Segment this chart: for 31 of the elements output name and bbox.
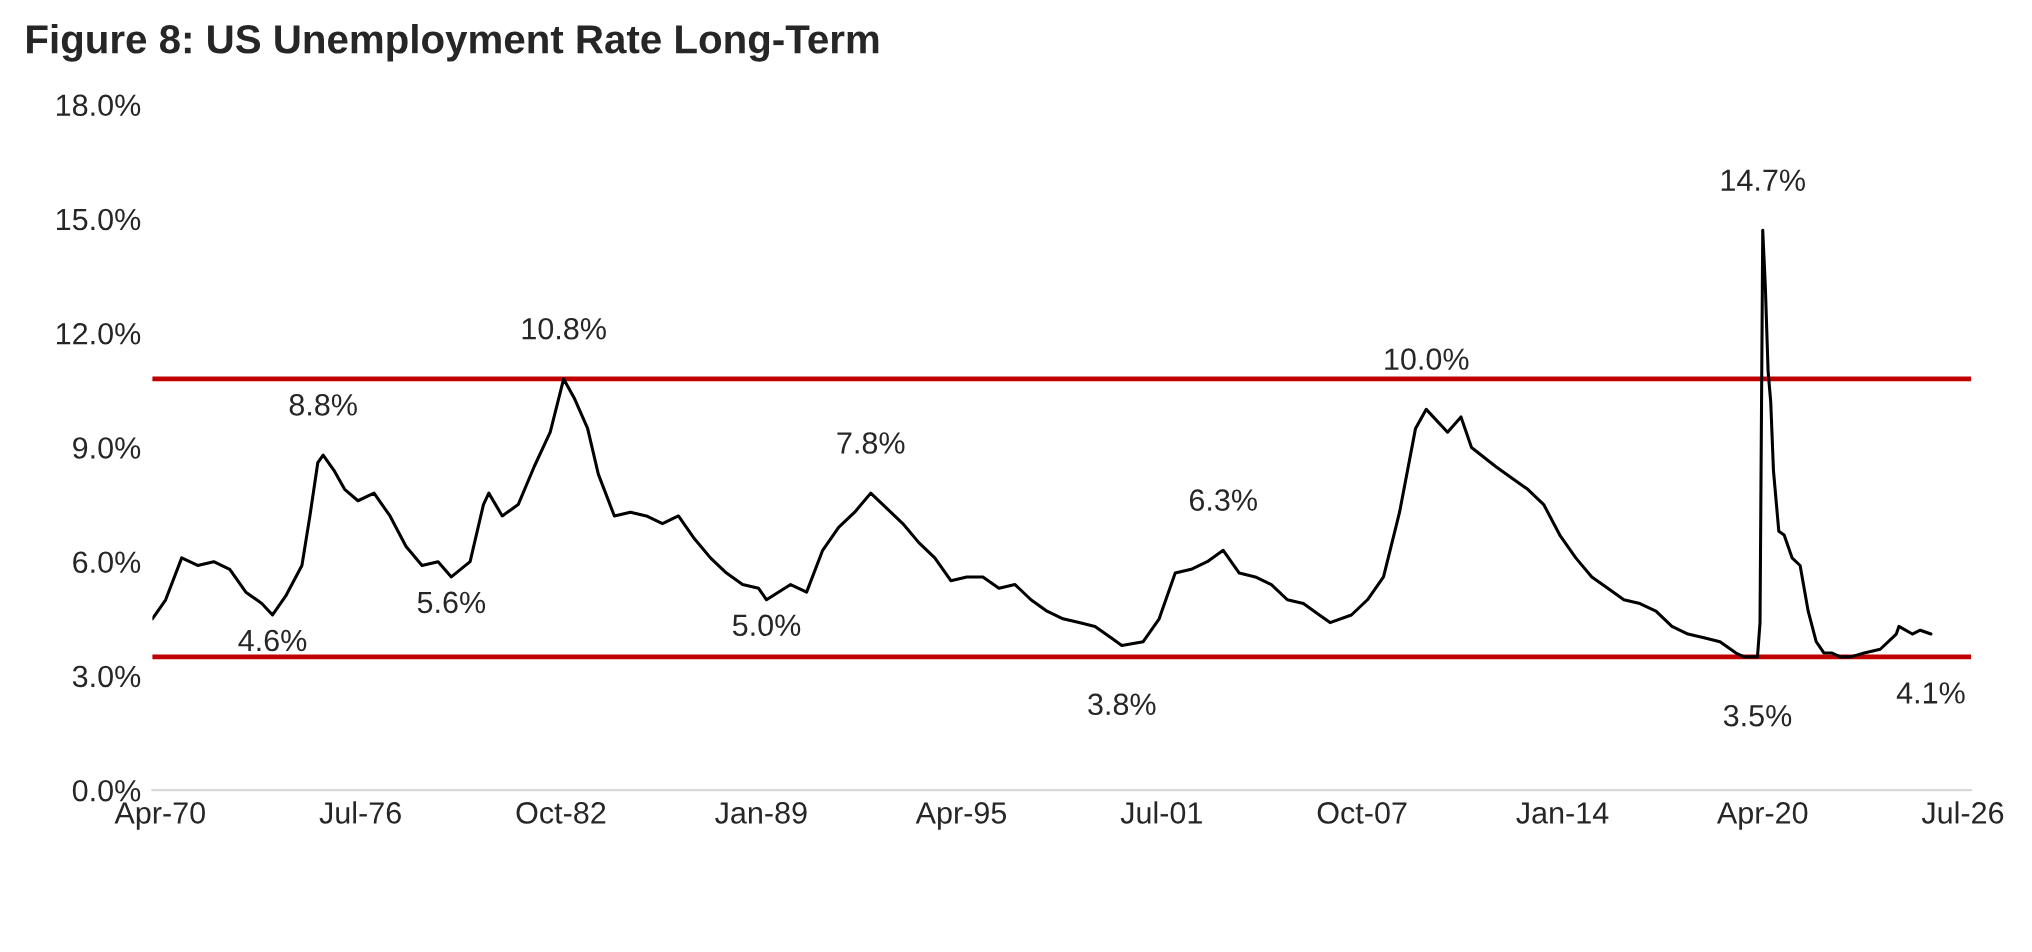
x-tick-label: Jul-76 [319, 801, 401, 824]
x-tick-label: Jul-01 [1120, 801, 1202, 824]
x-tick-label: Jul-26 [1921, 801, 2004, 824]
annotation: 3.8% [1088, 693, 1156, 716]
annotation: 10.0% [1385, 348, 1469, 370]
annotation: 14.7% [1721, 169, 1805, 191]
x-tick-label: Jan-14 [1516, 802, 1609, 824]
y-tick-label: 6.0% [73, 551, 141, 574]
y-tick-label: 3.0% [72, 665, 141, 688]
x-tick-label: Apr-20 [1716, 802, 1808, 830]
annotation: 8.8% [289, 394, 357, 416]
annotation: 10.8% [522, 317, 606, 340]
annotation: 6.3% [1189, 489, 1257, 511]
y-tick-label: 12.0% [56, 322, 141, 345]
x-tick-label: Oct-07 [1317, 802, 1407, 824]
x-tick-label: Apr-70 [114, 802, 205, 830]
y-tick-label: 0.0% [72, 779, 141, 802]
annotation: 5.0% [732, 614, 801, 637]
chart-title: Figure 8: US Unemployment Rate Long-Term [27, 23, 879, 62]
annotation: 7.8% [837, 432, 905, 454]
x-tick-label: Apr-95 [915, 802, 1007, 830]
annotation: 3.5% [1723, 704, 1792, 727]
line-series [152, 228, 1933, 659]
annotation: 4.6% [238, 629, 307, 652]
annotation: 5.6% [417, 591, 486, 614]
x-tick-label: Jan-89 [715, 802, 807, 824]
y-tick-label: 18.0% [56, 94, 141, 117]
annotation: 4.1% [1896, 682, 1965, 704]
y-tick-label: 9.0% [73, 437, 141, 459]
y-tick-label: 15.0% [56, 208, 141, 231]
x-tick-label: Oct-82 [516, 802, 606, 824]
